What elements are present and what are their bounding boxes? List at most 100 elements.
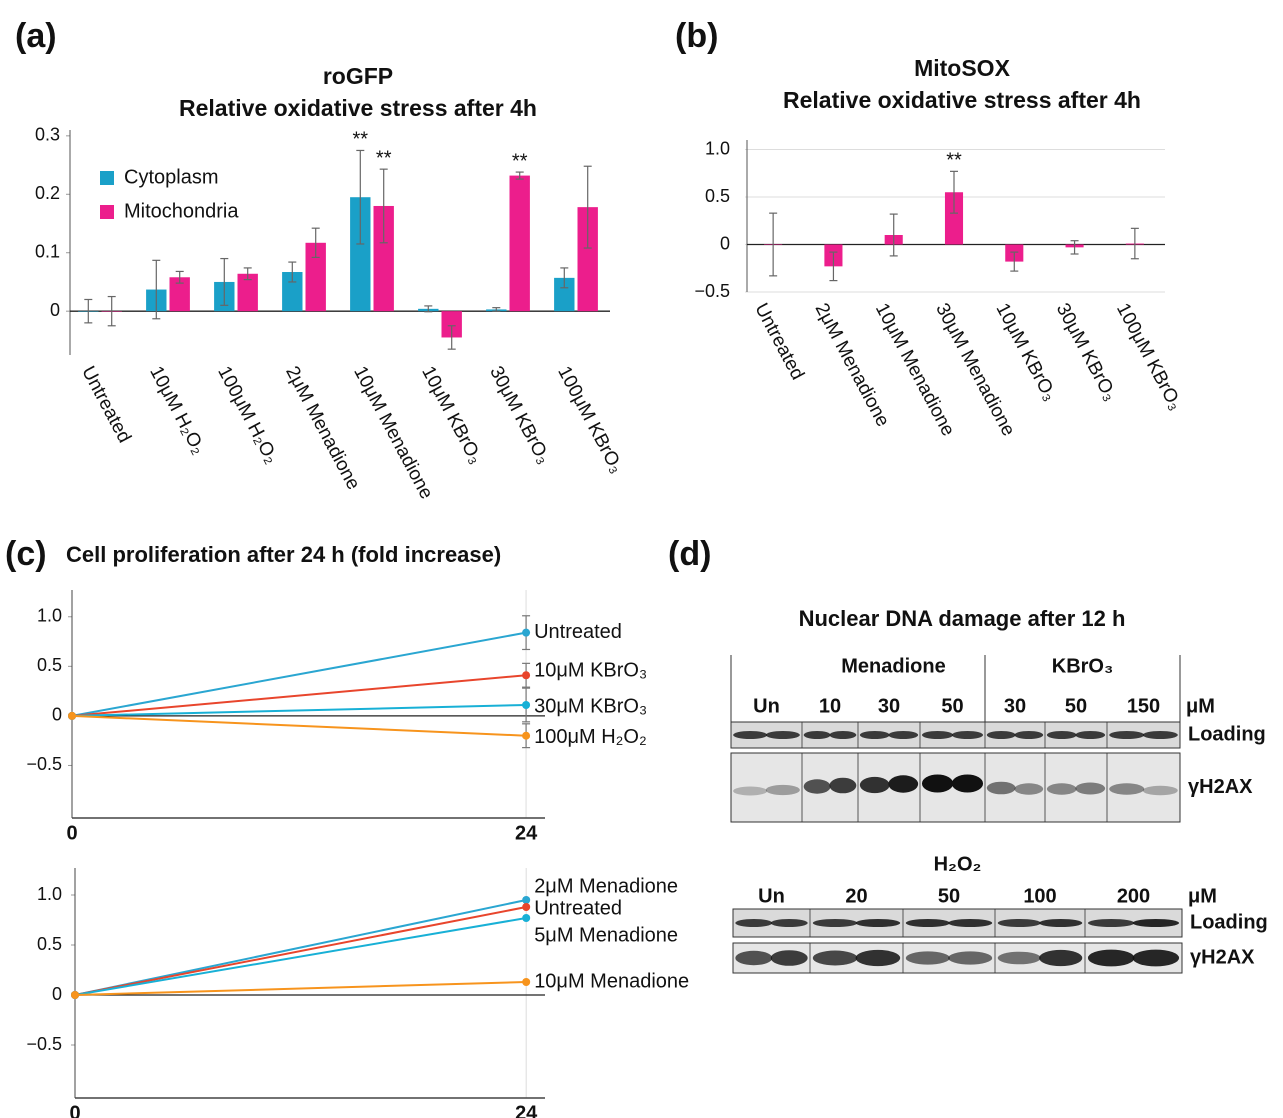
y-tick-label: 1.0	[37, 884, 62, 904]
x-tick-label: Untreated	[750, 300, 808, 384]
y-tick-label: −0.5	[694, 281, 730, 301]
y-tick-label: 0.1	[35, 241, 60, 261]
panel-label: (c)	[5, 535, 47, 573]
series-label: 30μM KBrO₃	[534, 695, 647, 717]
x-tick-label: 10μM KBrO₃	[417, 363, 486, 468]
unit-label: μM	[1186, 695, 1215, 717]
blot-band	[766, 785, 800, 795]
y-tick-label: 0.5	[37, 934, 62, 954]
y-tick-label: 0.5	[37, 655, 62, 675]
row-label: γH2AX	[1188, 776, 1253, 798]
y-tick-label: 1.0	[37, 606, 62, 626]
series-line	[75, 907, 526, 995]
chart-title: Cell proliferation after 24 h (fold incr…	[66, 542, 501, 567]
point	[522, 629, 530, 637]
panel-label: (b)	[675, 17, 718, 55]
blot-band	[1088, 950, 1135, 967]
lane-label: Un	[753, 695, 780, 717]
point	[71, 991, 79, 999]
point	[522, 701, 530, 709]
panel-label: (d)	[668, 535, 711, 573]
blot-band	[952, 731, 983, 739]
blot-band	[1014, 783, 1043, 794]
blot-band	[829, 731, 856, 739]
lane-label: 150	[1127, 695, 1160, 717]
series-label: 100μM H₂O₂	[534, 726, 647, 748]
blot-band	[922, 775, 953, 793]
y-tick-label: −0.5	[26, 754, 62, 774]
blot-band	[1039, 919, 1082, 927]
page: (a)roGFPRelative oxidative stress after …	[0, 0, 1283, 1118]
blot-band	[1143, 731, 1178, 739]
blot-band	[922, 731, 953, 739]
lane-label: 200	[1117, 885, 1150, 907]
blot-band	[948, 919, 992, 927]
blot-band	[766, 731, 800, 739]
blot-band	[1075, 783, 1105, 795]
y-tick-label: 0	[52, 705, 62, 725]
lane-label: 20	[845, 885, 867, 907]
x-tick-label: Untreated	[77, 363, 135, 447]
blot-band	[906, 951, 950, 964]
y-tick-label: 1.0	[705, 138, 730, 158]
blot-band	[952, 775, 983, 793]
series-line	[72, 633, 526, 716]
chart-title: roGFP	[323, 63, 393, 89]
significance-label: **	[512, 150, 528, 172]
blot-band	[1047, 731, 1077, 739]
series-line	[72, 716, 526, 736]
blot-band	[998, 919, 1041, 927]
point	[522, 914, 530, 922]
unit-label: μM	[1188, 885, 1217, 907]
blot-band	[856, 919, 901, 927]
y-tick-label: 0.2	[35, 183, 60, 203]
significance-label: **	[376, 147, 392, 169]
blot-band	[804, 731, 831, 739]
point	[522, 896, 530, 904]
x-tick-label: 0	[66, 822, 77, 844]
series-line	[75, 900, 526, 995]
blot-band	[906, 919, 950, 927]
series-label: Untreated	[534, 897, 622, 919]
blot-band	[888, 775, 918, 792]
lane-label: 30	[878, 695, 900, 717]
legend-label: Mitochondria	[124, 200, 239, 222]
series-label: 2μM Menadione	[534, 875, 678, 897]
x-tick-label: 100μM KBrO₃	[553, 363, 627, 477]
x-tick-label: 24	[515, 1102, 538, 1118]
series-label: Untreated	[534, 621, 622, 643]
chart-title: MitoSOX	[914, 55, 1010, 81]
blot-band	[771, 919, 808, 927]
blot-band	[804, 779, 831, 793]
blot-band	[735, 919, 772, 927]
x-tick-label: 24	[515, 822, 538, 844]
blot-band	[1143, 786, 1178, 796]
point	[522, 903, 530, 911]
blot-band	[888, 731, 918, 739]
blot-band	[987, 731, 1016, 739]
y-tick-label: 0	[52, 984, 62, 1004]
x-tick-label: 10μM H₂O₂	[145, 363, 209, 458]
figure: (a)roGFPRelative oxidative stress after …	[0, 0, 1283, 1118]
blot-band	[948, 951, 992, 964]
series-label: 10μM KBrO₃	[534, 660, 647, 682]
blot-band	[987, 782, 1016, 795]
x-tick-label: 30μM KBrO₃	[485, 363, 554, 468]
significance-label: **	[946, 150, 962, 172]
y-tick-label: 0	[50, 300, 60, 320]
blot-band	[1088, 919, 1135, 927]
x-tick-label: 2μM Menadione	[281, 363, 364, 494]
series-label: 10μM Menadione	[534, 970, 689, 992]
legend-swatch	[100, 171, 114, 185]
x-tick-label: 10μM KBrO₃	[991, 300, 1060, 405]
group-label: Menadione	[841, 655, 945, 677]
significance-label: **	[353, 129, 369, 151]
y-tick-label: −0.5	[26, 1034, 62, 1054]
blot-band	[813, 919, 858, 927]
bar	[510, 176, 530, 312]
series-label: 5μM Menadione	[534, 924, 678, 946]
blot-band	[860, 731, 890, 739]
blot-band	[1039, 950, 1082, 966]
x-tick-label: 30μM KBrO₃	[1052, 300, 1121, 405]
group-label: H₂O₂	[934, 853, 982, 875]
